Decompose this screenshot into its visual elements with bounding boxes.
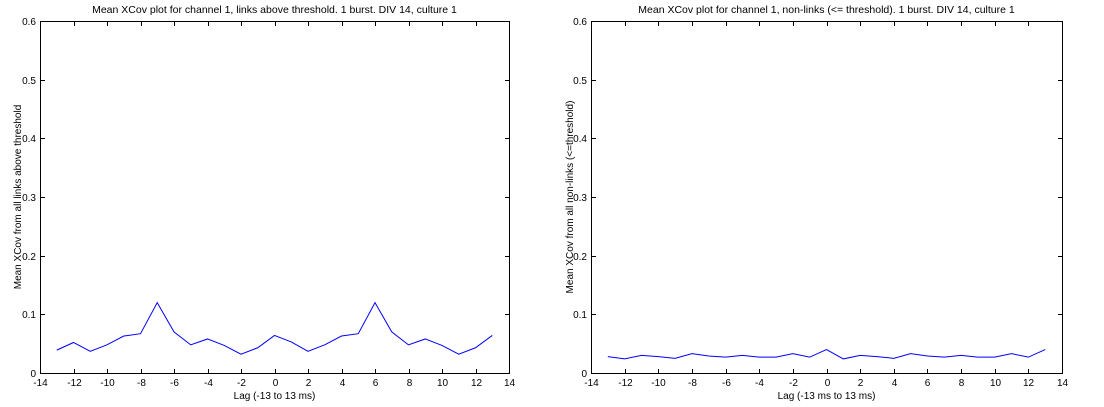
x-tick-label: 12 [471, 378, 483, 389]
x-tick-label: -6 [722, 378, 731, 389]
y-tick-label: 0 [30, 369, 36, 380]
x-axis-label: Lag (-13 ms to 13 ms) [778, 391, 876, 402]
chart-panel-non-links: -14 -12 -10 -8 -6 -4 -2 0 2 4 6 8 10 12 14 0 0.1 0.2 0.3 0.… [552, 0, 1104, 407]
plot-area [41, 22, 510, 374]
x-tick-label: -2 [789, 378, 798, 389]
x-tick-label: 14 [1057, 378, 1069, 389]
x-tick-label: -8 [137, 378, 146, 389]
x-tick-label: -8 [688, 378, 697, 389]
x-tick-label: 8 [407, 378, 413, 389]
y-tick-label: 0.1 [573, 310, 587, 321]
y-axis-label: Mean XCov from all links above threshold [13, 105, 24, 290]
y-tick-label: 0.2 [22, 252, 36, 263]
x-tick-label: -12 [67, 378, 82, 389]
x-tick-label: -10 [100, 378, 115, 389]
chart-title: Mean XCov plot for channel 1, links abov… [92, 4, 457, 16]
y-tick-label: 0.6 [573, 17, 587, 28]
y-tick-label: 0.4 [22, 134, 36, 145]
x-tick-label: 6 [925, 378, 931, 389]
chart-links: -14 -12 -10 -8 -6 -4 -2 0 2 4 6 8 10 12 1400.10.20.30.… [0, 0, 552, 407]
y-tick-label: 0.5 [22, 76, 36, 87]
x-axis-label: Lag (-13 to 13 ms) [234, 391, 316, 402]
y-tick-label: 0.3 [22, 193, 36, 204]
x-tick-label: 0 [825, 378, 831, 389]
x-tick-label: -12 [618, 378, 633, 389]
x-tick-label: 4 [892, 378, 898, 389]
x-tick-label: 10 [437, 378, 449, 389]
x-tick-label: 12 [1023, 378, 1035, 389]
y-axis-label: Mean XCov from all non-links (<=threshol… [565, 101, 576, 294]
chart-title: Mean XCov plot for channel 1, non-links … [638, 4, 1015, 16]
x-tick-label: 2 [858, 378, 864, 389]
y-tick-label: 0.6 [22, 17, 36, 28]
x-tick-label: -2 [237, 378, 246, 389]
x-tick-label: -4 [755, 378, 764, 389]
chart-non-links: -14 -12 -10 -8 -6 -4 -2 0 2 4 6 8 10 12 1400.10.20.30.… [552, 0, 1104, 407]
y-tick-label: 0.1 [22, 310, 36, 321]
x-tick-label: 10 [990, 378, 1002, 389]
y-tick-label: 0 [581, 369, 587, 380]
x-tick-label: 2 [306, 378, 312, 389]
plot-area [592, 22, 1063, 374]
x-tick-label: 0 [273, 378, 279, 389]
x-tick-label: 8 [959, 378, 965, 389]
x-tick-label: -6 [170, 378, 179, 389]
y-tick-label: 0.5 [573, 76, 587, 87]
x-tick-label: -4 [204, 378, 213, 389]
x-tick-label: 14 [504, 378, 516, 389]
x-tick-label: 4 [340, 378, 346, 389]
x-tick-label: 6 [373, 378, 379, 389]
x-tick-label: -10 [651, 378, 666, 389]
chart-panel-links: -14 -12 -10 -8 -6 -4 -2 0 2 4 6 8 10 12 14 0 0.1 0.2 0.3 0.… [0, 0, 552, 407]
